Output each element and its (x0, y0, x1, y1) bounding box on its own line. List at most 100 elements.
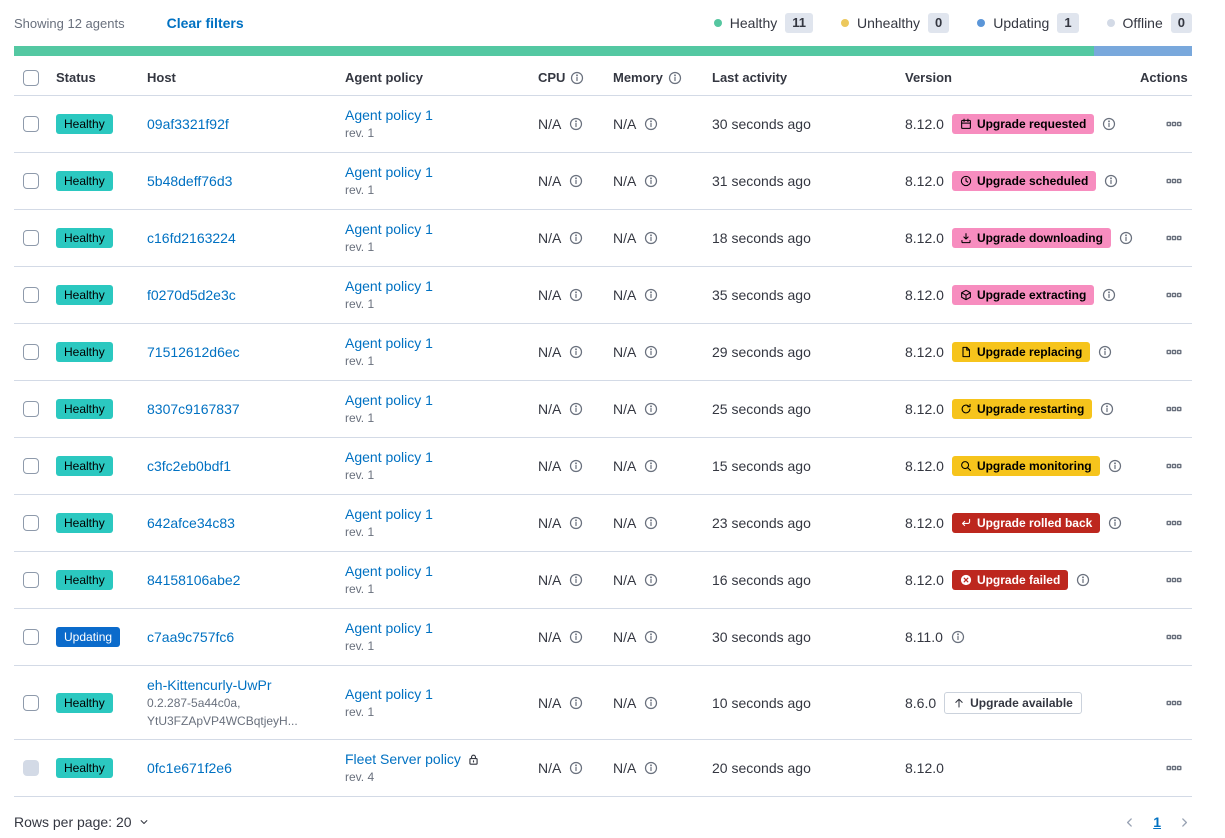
info-icon[interactable] (569, 174, 583, 188)
info-icon[interactable] (951, 630, 965, 644)
host-link[interactable]: 5b48deff76d3 (147, 173, 233, 189)
host-link[interactable]: 8307c9167837 (147, 401, 240, 417)
host-link[interactable]: 0fc1e671f2e6 (147, 760, 232, 776)
column-header-cpu[interactable]: CPU (538, 70, 613, 85)
info-icon[interactable] (644, 117, 658, 131)
info-icon[interactable] (569, 696, 583, 710)
agent-actions-button[interactable] (1162, 756, 1186, 780)
info-icon[interactable] (644, 174, 658, 188)
info-icon[interactable] (644, 573, 658, 587)
info-icon[interactable] (644, 288, 658, 302)
agent-policy-link[interactable]: Agent policy 1 (345, 164, 433, 180)
info-icon[interactable] (1076, 573, 1090, 587)
info-icon[interactable] (1098, 345, 1112, 359)
version-value: 8.12.0 (905, 760, 944, 776)
info-icon[interactable] (1100, 402, 1114, 416)
host-link[interactable]: 642afce34c83 (147, 515, 235, 531)
info-icon[interactable] (644, 402, 658, 416)
agent-actions-button[interactable] (1162, 691, 1186, 715)
info-icon[interactable] (644, 459, 658, 473)
agent-actions-button[interactable] (1162, 283, 1186, 307)
select-all-checkbox[interactable] (23, 69, 39, 86)
row-checkbox[interactable] (23, 572, 39, 588)
page-number-1[interactable]: 1 (1153, 814, 1161, 830)
host-link[interactable]: c3fc2eb0bdf1 (147, 458, 232, 474)
agent-actions-button[interactable] (1162, 454, 1186, 478)
agent-policy-link[interactable]: Agent policy 1 (345, 563, 433, 579)
info-icon[interactable] (644, 345, 658, 359)
host-link[interactable]: 84158106abe2 (147, 572, 241, 588)
row-checkbox[interactable] (23, 515, 39, 531)
agent-policy-link[interactable]: Agent policy 1 (345, 620, 433, 636)
agent-policy-link[interactable]: Fleet Server policy (345, 751, 461, 767)
agent-actions-button[interactable] (1162, 568, 1186, 592)
info-icon[interactable] (569, 516, 583, 530)
info-icon[interactable] (570, 71, 584, 85)
info-icon[interactable] (569, 402, 583, 416)
info-icon[interactable] (1102, 288, 1116, 302)
agent-policy-link[interactable]: Agent policy 1 (345, 335, 433, 351)
previous-page-button[interactable] (1122, 815, 1137, 830)
clear-filters-link[interactable]: Clear filters (166, 15, 244, 31)
row-checkbox[interactable] (23, 401, 39, 417)
info-icon[interactable] (644, 516, 658, 530)
info-icon[interactable] (1108, 516, 1122, 530)
info-icon[interactable] (569, 459, 583, 473)
host-link[interactable]: f0270d5d2e3c (147, 287, 236, 303)
uparrow-icon (953, 697, 965, 709)
agent-actions-button[interactable] (1162, 397, 1186, 421)
agent-actions-button[interactable] (1162, 226, 1186, 250)
host-link[interactable]: 09af3321f92f (147, 116, 229, 132)
info-icon[interactable] (644, 231, 658, 245)
column-header-memory[interactable]: Memory (613, 70, 712, 85)
column-header-last-activity[interactable]: Last activity (712, 70, 905, 85)
host-link[interactable]: c16fd2163224 (147, 230, 236, 246)
info-icon[interactable] (569, 345, 583, 359)
agent-actions-button[interactable] (1162, 112, 1186, 136)
column-header-host[interactable]: Host (147, 70, 345, 85)
info-icon[interactable] (1108, 459, 1122, 473)
memory-value: N/A (613, 230, 637, 246)
info-icon[interactable] (644, 630, 658, 644)
info-icon[interactable] (1104, 174, 1118, 188)
row-checkbox[interactable] (23, 173, 39, 189)
host-link[interactable]: 71512612d6ec (147, 344, 240, 360)
agent-policy-link[interactable]: Agent policy 1 (345, 392, 433, 408)
legend-item-offline: Offline 0 (1106, 13, 1192, 33)
row-checkbox[interactable] (23, 116, 39, 132)
row-checkbox[interactable] (23, 629, 39, 645)
row-checkbox[interactable] (23, 230, 39, 246)
row-checkbox[interactable] (23, 694, 39, 711)
row-checkbox[interactable] (23, 287, 39, 303)
info-icon[interactable] (569, 761, 583, 775)
next-page-button[interactable] (1177, 815, 1192, 830)
column-header-version[interactable]: Version (905, 70, 1140, 85)
info-icon[interactable] (569, 288, 583, 302)
info-icon[interactable] (644, 696, 658, 710)
host-link[interactable]: c7aa9c757fc6 (147, 629, 235, 645)
info-icon[interactable] (569, 630, 583, 644)
info-icon[interactable] (1119, 231, 1133, 245)
host-link[interactable]: eh-Kittencurly-UwPr (147, 676, 272, 693)
info-icon[interactable] (644, 761, 658, 775)
agent-actions-button[interactable] (1162, 169, 1186, 193)
agent-policy-link[interactable]: Agent policy 1 (345, 506, 433, 522)
agent-policy-link[interactable]: Agent policy 1 (345, 449, 433, 465)
info-icon[interactable] (569, 573, 583, 587)
info-icon[interactable] (569, 231, 583, 245)
info-icon[interactable] (668, 71, 682, 85)
agent-actions-button[interactable] (1162, 625, 1186, 649)
agent-policy-link[interactable]: Agent policy 1 (345, 107, 433, 123)
column-header-status[interactable]: Status (56, 70, 147, 85)
agent-actions-button[interactable] (1162, 511, 1186, 535)
rows-per-page-button[interactable]: Rows per page: 20 (14, 814, 150, 830)
agent-policy-link[interactable]: Agent policy 1 (345, 278, 433, 294)
agent-policy-link[interactable]: Agent policy 1 (345, 221, 433, 237)
agent-policy-link[interactable]: Agent policy 1 (345, 685, 433, 702)
row-checkbox[interactable] (23, 458, 39, 474)
row-checkbox[interactable] (23, 344, 39, 360)
agent-actions-button[interactable] (1162, 340, 1186, 364)
info-icon[interactable] (569, 117, 583, 131)
column-header-agent-policy[interactable]: Agent policy (345, 70, 538, 85)
info-icon[interactable] (1102, 117, 1116, 131)
